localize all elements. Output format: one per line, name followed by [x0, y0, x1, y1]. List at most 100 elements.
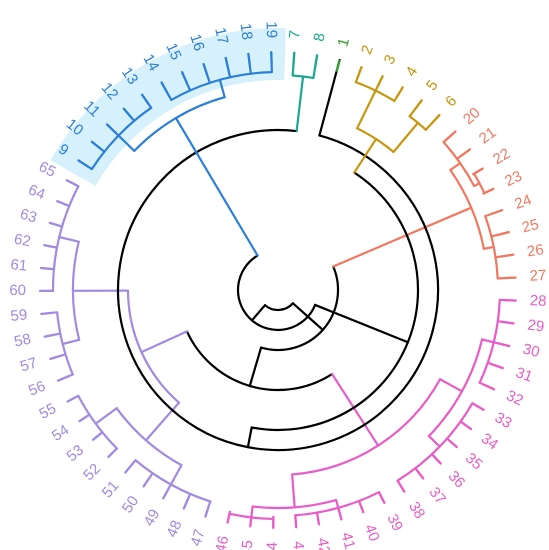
leaf-label-47: 47	[187, 527, 208, 548]
node-stem	[392, 121, 420, 154]
node-stem	[482, 245, 495, 250]
leaf-label-33: 33	[492, 409, 515, 432]
node-stem	[473, 182, 481, 188]
leaf-label-20: 20	[460, 104, 484, 128]
leaf-label-7: 7	[286, 30, 304, 39]
node-arc	[116, 128, 440, 452]
leaf-label-50: 50	[119, 493, 142, 516]
leaf-tick-63	[49, 221, 62, 228]
leaf-tick-41	[337, 507, 343, 520]
leaf-tick-18	[247, 53, 251, 66]
node-stem	[480, 338, 495, 344]
leaf-tick-35	[447, 438, 458, 448]
node-stem	[295, 75, 305, 133]
leaf-label-38: 38	[405, 499, 428, 522]
node-arc	[236, 254, 317, 332]
leaf-tick-58	[44, 333, 57, 338]
node-stem	[332, 206, 473, 268]
leaf-label-4: 4	[402, 64, 421, 80]
leaf-tick-21	[459, 148, 471, 158]
leaf-tick-9	[77, 159, 90, 168]
leaf-label-60: 60	[9, 282, 26, 299]
node-stem	[438, 378, 464, 393]
leaf-tick-61	[40, 266, 54, 271]
leaf-label-46: 46	[212, 534, 232, 550]
node-stem	[449, 162, 462, 172]
leaf-tick-20	[445, 130, 457, 141]
node-stem	[318, 59, 341, 137]
leaf-label-28: 28	[529, 292, 546, 310]
leaf-tick-10	[91, 140, 102, 151]
leaf-tick-31	[491, 363, 504, 370]
leaf-label-63: 63	[18, 206, 39, 227]
leaf-label-29: 29	[526, 316, 545, 335]
leaf-tick-15	[181, 71, 188, 84]
node-stem	[291, 473, 296, 509]
leaf-label-19: 19	[262, 21, 279, 38]
leaf-tick-42	[315, 512, 321, 525]
leaf-tick-56	[57, 375, 70, 382]
leaf-tick-32	[482, 383, 495, 391]
leaf-label-56: 56	[26, 378, 48, 400]
leaf-tick-8	[314, 55, 319, 68]
leaf-tick-25	[496, 231, 510, 237]
leaf-tick-49	[162, 487, 170, 499]
leaf-label-21: 21	[476, 124, 500, 148]
node-stem	[246, 426, 253, 449]
leaf-tick-38	[397, 480, 406, 493]
leaf-label-65: 65	[36, 158, 59, 181]
leaf-tick-62	[44, 244, 57, 249]
leaf-tick-28	[503, 298, 516, 302]
leaf-label-32: 32	[504, 387, 526, 409]
leaf-label-41: 41	[337, 530, 358, 550]
leaf-label-59: 59	[10, 306, 28, 325]
leaf-label-25: 25	[520, 216, 540, 237]
leaf-brackets	[39, 52, 516, 528]
leaf-label-39: 39	[383, 511, 406, 534]
leaf-tick-33	[472, 402, 485, 411]
node-stem	[331, 372, 380, 447]
leaf-label-22: 22	[490, 145, 513, 168]
leaf-label-31: 31	[513, 364, 534, 386]
leaf-label-40: 40	[361, 522, 383, 544]
leaf-label-34: 34	[478, 430, 501, 454]
leaf-tick-4	[395, 86, 404, 99]
leaf-tick-47	[204, 504, 211, 517]
leaf-tick-30	[497, 342, 510, 348]
leaf-label-43: 43	[289, 541, 307, 550]
leaf-tick-7	[292, 52, 296, 65]
leaf-label-57: 57	[18, 354, 39, 375]
leaf-label-24: 24	[512, 191, 533, 213]
leaf-label-48: 48	[163, 518, 185, 540]
leaf-tick-26	[501, 253, 514, 258]
leaf-tick-11	[106, 123, 117, 134]
node-stem	[140, 330, 189, 354]
leaf-tick-64	[56, 200, 69, 207]
leaf-tick-13	[141, 94, 150, 106]
leaf-label-54: 54	[49, 421, 72, 444]
leaf-label-61: 61	[10, 256, 28, 274]
leaf-label-26: 26	[526, 241, 545, 260]
leaf-label-8: 8	[311, 32, 329, 43]
leaf-tick-45	[249, 514, 253, 527]
leaf-tick-24	[490, 209, 503, 216]
leaf-tick-23	[482, 187, 494, 195]
leaf-label-36: 36	[445, 468, 469, 492]
leaf-label-1: 1	[334, 36, 353, 48]
leaf-label-2: 2	[358, 43, 377, 57]
leaf-tick-46	[226, 510, 232, 523]
leaf-tick-2	[356, 66, 363, 79]
node-arc	[250, 171, 420, 432]
node-stem	[61, 338, 81, 346]
leaf-tick-39	[377, 491, 386, 504]
leaf-label-55: 55	[36, 400, 59, 423]
leaf-tick-36	[431, 454, 442, 465]
leaf-label-13: 13	[118, 64, 141, 87]
node-stem	[427, 434, 441, 448]
node-stem	[94, 407, 118, 425]
node-stem	[248, 346, 263, 388]
leaf-label-42: 42	[314, 537, 334, 550]
node-stem	[291, 302, 324, 331]
leaf-label-5: 5	[423, 77, 442, 94]
leaf-tick-29	[501, 320, 514, 325]
